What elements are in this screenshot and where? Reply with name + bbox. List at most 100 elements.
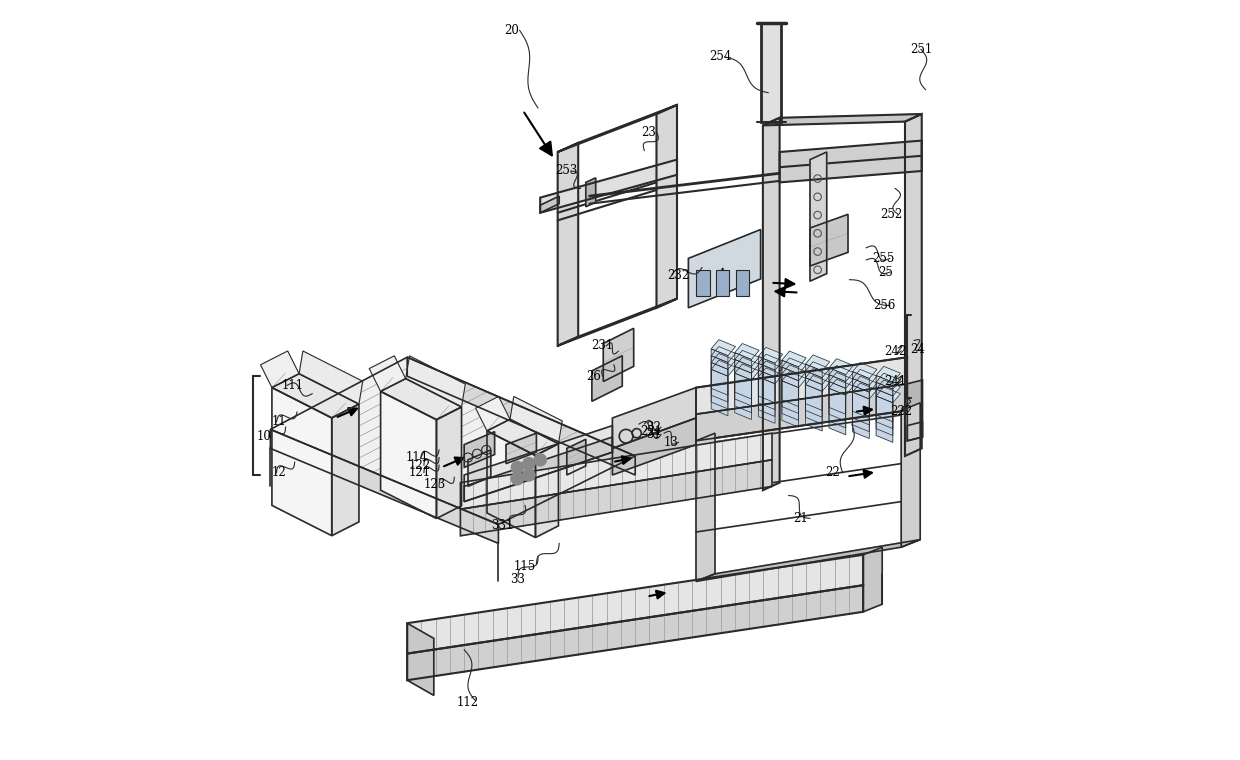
Polygon shape bbox=[270, 429, 498, 543]
Polygon shape bbox=[877, 387, 900, 403]
Polygon shape bbox=[759, 356, 775, 403]
Polygon shape bbox=[853, 372, 869, 418]
Polygon shape bbox=[763, 118, 780, 490]
Polygon shape bbox=[604, 328, 634, 382]
Polygon shape bbox=[712, 347, 735, 363]
Polygon shape bbox=[901, 403, 920, 547]
Polygon shape bbox=[830, 372, 853, 388]
Text: 32: 32 bbox=[646, 420, 661, 434]
Polygon shape bbox=[735, 366, 751, 413]
Polygon shape bbox=[688, 230, 760, 308]
Polygon shape bbox=[381, 378, 461, 420]
Polygon shape bbox=[782, 374, 799, 420]
Text: 31: 31 bbox=[646, 428, 661, 442]
Text: 252: 252 bbox=[880, 207, 903, 221]
Polygon shape bbox=[464, 426, 613, 502]
Polygon shape bbox=[908, 422, 923, 441]
Polygon shape bbox=[853, 392, 869, 439]
Polygon shape bbox=[613, 418, 696, 475]
Polygon shape bbox=[853, 369, 877, 385]
Text: 25: 25 bbox=[878, 265, 893, 279]
Polygon shape bbox=[332, 404, 358, 536]
Polygon shape bbox=[830, 366, 853, 382]
Polygon shape bbox=[558, 105, 677, 152]
Polygon shape bbox=[830, 375, 846, 421]
Polygon shape bbox=[806, 364, 822, 410]
Polygon shape bbox=[877, 396, 893, 442]
Polygon shape bbox=[487, 420, 558, 455]
Polygon shape bbox=[370, 356, 405, 391]
Polygon shape bbox=[712, 363, 728, 409]
Polygon shape bbox=[585, 178, 595, 207]
Polygon shape bbox=[735, 357, 759, 373]
Polygon shape bbox=[712, 353, 735, 369]
Polygon shape bbox=[830, 359, 853, 375]
Polygon shape bbox=[407, 623, 434, 695]
Polygon shape bbox=[407, 585, 863, 680]
Polygon shape bbox=[853, 385, 869, 432]
Polygon shape bbox=[759, 363, 775, 410]
Polygon shape bbox=[810, 214, 848, 266]
Circle shape bbox=[523, 458, 534, 470]
Polygon shape bbox=[830, 368, 846, 414]
Text: 331: 331 bbox=[491, 519, 513, 533]
Circle shape bbox=[523, 469, 534, 481]
Polygon shape bbox=[272, 388, 332, 536]
Polygon shape bbox=[460, 433, 773, 509]
Text: 122: 122 bbox=[409, 458, 430, 472]
Text: 232: 232 bbox=[667, 268, 689, 282]
Polygon shape bbox=[541, 196, 559, 213]
Polygon shape bbox=[782, 381, 799, 427]
Text: 221: 221 bbox=[641, 425, 662, 439]
Polygon shape bbox=[830, 382, 846, 428]
Text: 254: 254 bbox=[709, 50, 732, 64]
Polygon shape bbox=[830, 388, 846, 435]
Text: 26: 26 bbox=[585, 369, 600, 383]
Polygon shape bbox=[735, 350, 759, 366]
Polygon shape bbox=[806, 371, 822, 417]
Polygon shape bbox=[877, 380, 900, 396]
Polygon shape bbox=[853, 383, 877, 399]
Polygon shape bbox=[782, 365, 806, 381]
Polygon shape bbox=[464, 437, 613, 502]
Text: 231: 231 bbox=[591, 339, 614, 353]
Text: 10: 10 bbox=[257, 430, 272, 444]
Text: 21: 21 bbox=[794, 511, 808, 525]
Polygon shape bbox=[712, 360, 735, 376]
Polygon shape bbox=[782, 360, 799, 407]
Text: 23: 23 bbox=[641, 126, 656, 140]
Polygon shape bbox=[806, 375, 830, 391]
Polygon shape bbox=[735, 359, 751, 406]
Polygon shape bbox=[863, 547, 882, 612]
Polygon shape bbox=[763, 114, 921, 125]
Text: 242: 242 bbox=[884, 344, 906, 358]
Text: 256: 256 bbox=[873, 299, 895, 312]
Polygon shape bbox=[476, 397, 510, 431]
Text: 24: 24 bbox=[910, 343, 925, 356]
Polygon shape bbox=[761, 23, 781, 122]
FancyBboxPatch shape bbox=[696, 270, 709, 296]
Polygon shape bbox=[696, 357, 908, 414]
Polygon shape bbox=[467, 450, 491, 486]
Polygon shape bbox=[696, 384, 908, 441]
Polygon shape bbox=[877, 375, 893, 422]
Text: 13: 13 bbox=[665, 435, 680, 449]
Polygon shape bbox=[712, 340, 735, 356]
Text: 255: 255 bbox=[872, 252, 895, 265]
Polygon shape bbox=[908, 380, 923, 441]
Polygon shape bbox=[806, 378, 822, 424]
Polygon shape bbox=[877, 382, 893, 429]
Polygon shape bbox=[407, 555, 863, 654]
Polygon shape bbox=[782, 367, 799, 413]
Polygon shape bbox=[260, 351, 299, 388]
Polygon shape bbox=[536, 444, 558, 537]
Polygon shape bbox=[877, 389, 893, 435]
Polygon shape bbox=[436, 407, 461, 518]
Polygon shape bbox=[905, 114, 921, 456]
Text: 111: 111 bbox=[281, 378, 304, 392]
Polygon shape bbox=[806, 385, 822, 431]
Polygon shape bbox=[782, 351, 806, 367]
Polygon shape bbox=[464, 432, 495, 467]
Polygon shape bbox=[759, 361, 782, 377]
Polygon shape bbox=[558, 299, 677, 346]
